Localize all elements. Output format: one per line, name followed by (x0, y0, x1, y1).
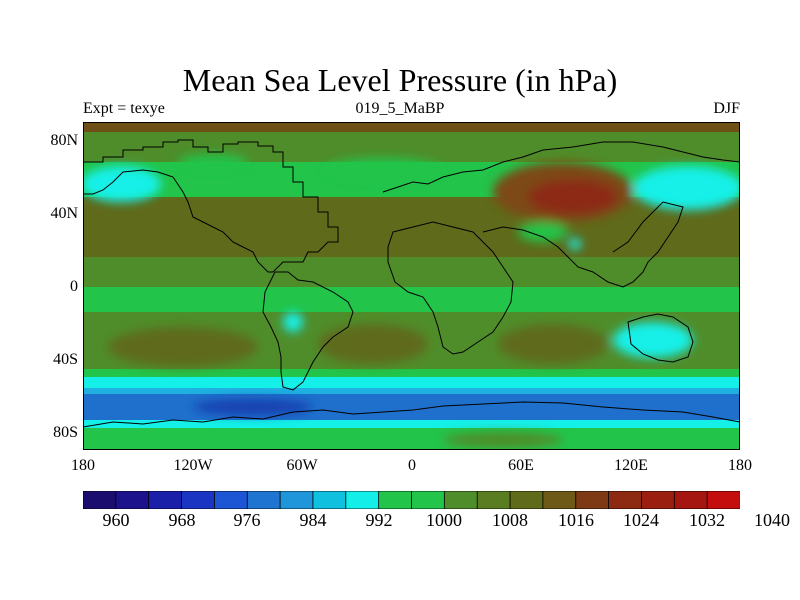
colorbar-swatch (115, 491, 150, 509)
lat-label-40n: 40N (50, 205, 78, 222)
colorbar-label: 1040 (754, 510, 790, 530)
band-antarctic (83, 428, 740, 450)
colorbar-swatch (246, 491, 281, 509)
map-frame (83, 122, 740, 450)
pressure-map (83, 122, 740, 450)
band-south-mid (83, 388, 740, 396)
colorbar-swatch (542, 491, 577, 509)
north-pacific-low-east (633, 166, 740, 210)
band-antarctic-cyan (83, 420, 740, 430)
south-indian-high (498, 324, 608, 364)
coastlines (83, 139, 740, 428)
colorbar-label: 1008 (492, 510, 528, 530)
colorbar-swatch (83, 491, 117, 509)
north-america-outline (83, 139, 339, 273)
south-america-low (283, 312, 303, 332)
tibet-green (518, 222, 568, 242)
north-atlantic-green (323, 158, 443, 182)
lon-label-60w: 60W (286, 457, 318, 474)
colorbar-swatch (641, 491, 676, 509)
lon-label-120w: 120W (173, 457, 213, 474)
colorbar-swatch (148, 491, 183, 509)
lon-label-0: 0 (408, 457, 416, 474)
eurasia-north-outline (382, 141, 740, 193)
experiment-label: Expt = texye (83, 100, 165, 117)
colorbar-swatch (476, 491, 511, 509)
colorbar-label: 1000 (426, 510, 462, 530)
lon-label-180w: 180 (71, 457, 95, 474)
band-southern-ocean (83, 394, 740, 422)
colorbar-swatch (345, 491, 380, 509)
colorbar-swatch (443, 491, 478, 509)
colorbar-swatch (213, 491, 248, 509)
lat-label-40s: 40S (53, 351, 78, 368)
south-pacific-high (108, 327, 258, 367)
siberian-high-core (528, 179, 618, 215)
colorbar-swatch (509, 491, 544, 509)
season-label: DJF (713, 100, 740, 117)
south-america-outline (262, 271, 354, 391)
north-america-green (178, 154, 248, 170)
colorbar-label: 1024 (623, 510, 659, 530)
antarctica-outline (83, 401, 740, 428)
band-north-subtropic-edge (83, 257, 740, 287)
tibet-low (569, 238, 581, 250)
period-label: 019_5_MaBP (355, 100, 445, 117)
colorbar-label: 976 (233, 510, 261, 530)
colorbar (83, 491, 740, 509)
southern-ocean-deep-low (193, 399, 313, 415)
colorbar-label: 960 (102, 510, 130, 530)
colorbar-swatch (378, 491, 413, 509)
lon-label-120e: 120E (614, 457, 648, 474)
australia-outline (627, 313, 694, 363)
colorbar-swatch (608, 491, 643, 509)
colorbar-swatch (575, 491, 610, 509)
colorbar-label: 1016 (558, 510, 594, 530)
africa-outline (387, 221, 514, 355)
lon-label-60e: 60E (508, 457, 534, 474)
asia-south-outline (482, 201, 684, 288)
page-title: Mean Sea Level Pressure (in hPa) (182, 62, 618, 98)
colorbar-label: 1032 (689, 510, 725, 530)
colorbar-swatch (411, 491, 446, 509)
band-north-subtropic (83, 197, 740, 267)
australia-low (613, 322, 693, 358)
colorbar-swatch (312, 491, 347, 509)
colorbar-label: 992 (365, 510, 393, 530)
north-pacific-low (83, 166, 161, 202)
colorbar-swatch (673, 491, 708, 509)
lon-label-180e: 180 (728, 457, 752, 474)
colorbar-label: 968 (168, 510, 196, 530)
south-atlantic-high (318, 324, 428, 364)
colorbar-swatch (279, 491, 314, 509)
antarctic-high (443, 432, 563, 448)
lat-label-80s: 80S (53, 424, 78, 441)
band-south-cyan (83, 377, 740, 391)
colorbar-label: 984 (299, 510, 327, 530)
colorbar-swatch (181, 491, 216, 509)
band-south-green (83, 369, 740, 379)
band-arctic (83, 132, 740, 162)
colorbar-swatch (706, 491, 740, 509)
lat-label-80n: 80N (50, 132, 78, 149)
lat-label-0: 0 (70, 278, 78, 295)
